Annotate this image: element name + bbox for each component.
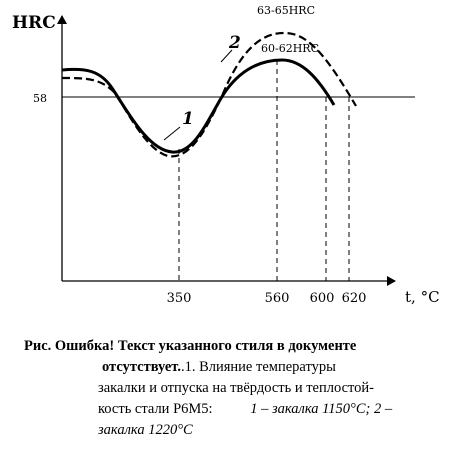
caption-prefix: Рис. [24,338,52,354]
caption-line-3: закалки и отпуска на твёрдость и теплост… [98,380,375,396]
caption-steel: кость стали Р6М5: [98,401,213,417]
x-tick-label: 620 [342,291,367,306]
caption-error: Ошибка! Текст указанного стиля в докумен… [54,338,357,354]
series-2-leader [220,49,233,63]
series-2-line [61,31,357,158]
caption-legend: 1 – закалка 1150°С; 2 – [250,401,393,417]
figure-caption: Рис. Ошибка! Текст указанного стиля в до… [24,336,464,441]
series-1-label: 1 [182,109,194,129]
series-2-label: 2 [228,33,241,53]
caption-number: .1. Влияние температуры [180,359,336,375]
series-1-leader [163,126,181,141]
y-tick-label: 58 [33,92,47,105]
caption-error-cont: отсутствует. [102,359,181,375]
x-tick-label: 350 [167,291,192,306]
caption-line-5: закалка 1220°С [98,422,193,438]
annotation-60-62: 60-62HRC [261,42,319,55]
x-tick-label: 560 [265,291,290,306]
x-tick-label: 600 [310,291,335,306]
x-axis-label: t, °C [405,288,440,306]
y-axis-label: HRC [12,13,56,33]
annotation-63-65: 63-65HRC [257,4,315,17]
series-1-line [61,58,336,154]
hardness-chart: HRC 58 63-65HRC 60-62HRC 1 2 350 560 600… [12,4,440,306]
